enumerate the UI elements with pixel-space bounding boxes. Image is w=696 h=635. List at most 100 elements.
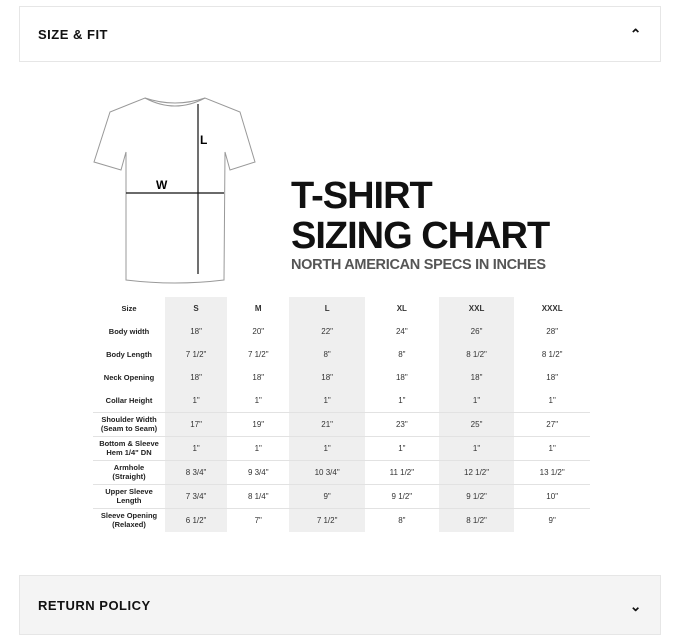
column-header: XXXL xyxy=(541,304,563,313)
table-cell: 1" xyxy=(548,395,556,405)
table-cell: 18" xyxy=(289,366,365,389)
column-header: S xyxy=(165,297,228,320)
row-label-line: Body Length xyxy=(106,350,152,359)
accordion-header[interactable]: SIZE & FIT ⌃ xyxy=(20,7,660,61)
row-label-line: Sleeve Opening xyxy=(100,511,158,521)
table-cell: 1" xyxy=(227,435,290,460)
table-row: Bottom & Sleeve Hem 1/4" DN 1" 1" 1" 1" 1" 1" xyxy=(93,435,590,460)
accordion-header[interactable]: RETURN POLICY ⌄ xyxy=(20,576,660,626)
table-cell: 8 1/4" xyxy=(227,483,290,508)
table-cell: 7 1/2" xyxy=(165,343,228,366)
row-label-line: Length xyxy=(116,496,142,505)
table-cell: 9 1/2" xyxy=(364,483,439,508)
column-header: XXL xyxy=(438,297,515,320)
size-table: Size S M L XL XXL XXXL Body width 18" 20" 22" 24" 26… xyxy=(93,297,590,532)
table-cell: 1" xyxy=(438,435,515,460)
table-cell: 21" xyxy=(289,411,365,436)
table-cell: 13 1/2" xyxy=(514,459,590,484)
row-label: Neck Opening xyxy=(93,366,165,389)
table-cell: 18" xyxy=(546,373,559,382)
table-cell: 8 1/2" xyxy=(541,350,563,359)
accordion-size-fit[interactable]: SIZE & FIT ⌃ xyxy=(19,6,661,62)
row-label: Body Length xyxy=(93,343,165,366)
row-label: Bottom & Sleeve Hem 1/4" DN xyxy=(93,435,165,460)
row-label: Shoulder Width (Seam to Seam) xyxy=(93,411,165,436)
table-row: Sleeve Opening (Relaxed) 6 1/2" 7" 7 1/2" 8" 8… xyxy=(93,507,590,532)
table-cell: 8 1/2" xyxy=(438,507,515,532)
table-row: Body width 18" 20" 22" 24" 26" 28" xyxy=(93,320,590,343)
table-cell: 9" xyxy=(514,507,590,532)
table-cell: 6 1/2" xyxy=(165,507,228,532)
row-label: Upper Sleeve Length xyxy=(93,483,165,508)
table-cell: 20" xyxy=(252,327,265,336)
table-cell: 7 1/2" xyxy=(247,350,269,359)
table-cell: 19" xyxy=(227,411,290,436)
column-header: M xyxy=(254,304,262,313)
table-cell: 27" xyxy=(514,411,590,436)
table-cell: 9 3/4" xyxy=(227,459,290,484)
row-label: Body width xyxy=(93,320,165,343)
table-row: Body Length 7 1/2" 7 1/2" 8" 8" 8 1/2" 8 1/2" xyxy=(93,343,590,366)
table-cell: 10" xyxy=(514,483,590,508)
chevron-up-icon[interactable]: ⌃ xyxy=(629,25,642,42)
table-row: Upper Sleeve Length 7 3/4" 8 1/4" 9" 9 1/2" 9 … xyxy=(93,483,590,508)
table-cell: 26" xyxy=(438,320,515,343)
chevron-down-icon[interactable]: ⌄ xyxy=(629,598,642,614)
accordion-return-policy[interactable]: RETURN POLICY ⌄ xyxy=(19,575,661,635)
chart-title-line2: SIZING CHART xyxy=(291,215,550,257)
table-cell: 11 1/2" xyxy=(364,459,439,484)
row-label-line: Collar Height xyxy=(105,395,153,405)
table-cell: 18" xyxy=(438,366,515,389)
row-label: Sleeve Opening (Relaxed) xyxy=(93,507,165,532)
row-label-line: (Seam to Seam) xyxy=(100,424,158,433)
column-header: L xyxy=(289,297,365,320)
row-label-line: Shoulder Width xyxy=(101,415,157,424)
table-cell: 12 1/2" xyxy=(438,459,515,484)
table-cell: 1" xyxy=(514,435,590,460)
table-cell: 22" xyxy=(289,320,365,343)
tshirt-diagram-icon: L W xyxy=(93,97,256,284)
table-cell: 24" xyxy=(395,327,408,336)
table-cell: 23" xyxy=(364,411,439,436)
table-cell: 8" xyxy=(289,343,365,366)
table-row: Armhole (Straight) 8 3/4" 9 3/4" 10 3/4" 11 1… xyxy=(93,459,590,484)
column-header: Size xyxy=(121,304,137,313)
row-label: Collar Height xyxy=(93,389,165,412)
accordion-title: RETURN POLICY xyxy=(38,598,151,613)
table-cell: 18" xyxy=(395,373,408,382)
chart-subtitle: NORTH AMERICAN SPECS IN INCHES xyxy=(291,257,546,273)
row-label-line: Body width xyxy=(108,327,150,336)
table-cell: 18" xyxy=(165,366,228,389)
table-cell: 9" xyxy=(289,483,365,508)
table-cell: 7 3/4" xyxy=(165,483,228,508)
table-row: Neck Opening 18" 18" 18" 18" 18" 18" xyxy=(93,366,590,389)
table-cell: 1" xyxy=(165,389,228,412)
table-cell: 1" xyxy=(364,435,439,460)
accordion-title: SIZE & FIT xyxy=(38,26,108,42)
length-label: L xyxy=(200,133,207,147)
table-cell: 7" xyxy=(227,507,290,532)
table-row: Shoulder Width (Seam to Seam) 17" 19" 21" 23"… xyxy=(93,411,590,436)
table-cell: 28" xyxy=(546,327,559,336)
table-row: Collar Height 1" 1" 1" 1" 1" 1" xyxy=(93,389,590,412)
table-cell: 1" xyxy=(398,395,406,405)
table-cell: 17" xyxy=(165,411,228,436)
row-label-line: Bottom & Sleeve xyxy=(99,439,159,448)
row-label-line: Hem 1/4" DN xyxy=(106,448,152,457)
table-cell: 8 1/2" xyxy=(438,343,515,366)
row-label-line: (Straight) xyxy=(112,472,146,481)
row-label-line: Neck Opening xyxy=(103,373,155,382)
table-cell: 10 3/4" xyxy=(289,459,365,484)
row-label: Armhole (Straight) xyxy=(93,459,165,484)
table-cell: 1" xyxy=(289,389,365,412)
chart-title-line1: T-SHIRT xyxy=(291,175,433,217)
table-cell: 7 1/2" xyxy=(289,507,365,532)
column-header: XL xyxy=(396,304,407,313)
table-cell: 1" xyxy=(289,435,365,460)
table-cell: 8" xyxy=(398,350,406,359)
row-label-line: (Relaxed) xyxy=(112,520,146,530)
table-cell: 18" xyxy=(165,320,228,343)
table-cell: 25" xyxy=(438,411,515,436)
width-label: W xyxy=(156,178,168,192)
table-header-row: Size S M L XL XXL XXXL xyxy=(93,297,590,320)
